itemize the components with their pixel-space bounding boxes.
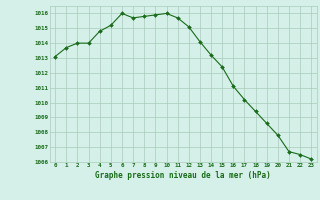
X-axis label: Graphe pression niveau de la mer (hPa): Graphe pression niveau de la mer (hPa): [95, 171, 271, 180]
